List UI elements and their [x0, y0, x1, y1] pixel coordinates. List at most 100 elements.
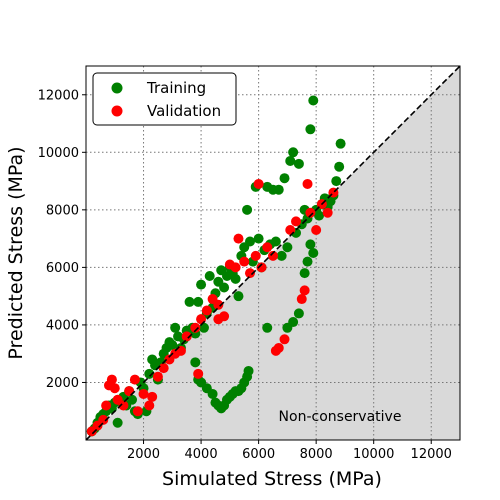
- training-point: [273, 184, 284, 195]
- training-point: [167, 340, 178, 351]
- validation-point: [299, 285, 310, 296]
- training-point: [170, 322, 181, 333]
- validation-point: [129, 374, 140, 385]
- y-tick-label: 2000: [46, 376, 79, 391]
- training-point: [270, 236, 281, 247]
- non-conservative-annotation: Non-conservative: [279, 409, 402, 425]
- x-tick-label: 8000: [300, 447, 333, 462]
- legend-box: [92, 72, 237, 126]
- y-tick-label: 12000: [38, 88, 79, 103]
- training-point: [198, 322, 209, 333]
- validation-point: [233, 233, 244, 244]
- validation-point: [256, 262, 267, 273]
- legend-label-validation: Validation: [147, 102, 221, 120]
- training-point: [288, 147, 299, 158]
- training-point: [276, 250, 287, 261]
- y-axis-label: Predicted Stress (MPa): [5, 146, 27, 359]
- validation-point: [158, 363, 169, 374]
- training-point: [219, 282, 230, 293]
- legend-label-training: Training: [146, 79, 206, 97]
- training-point: [308, 248, 319, 258]
- validation-point: [268, 250, 278, 261]
- validation-point: [147, 391, 158, 402]
- training-point: [262, 322, 273, 333]
- validation-point: [98, 414, 109, 425]
- y-tick-label: 10000: [38, 146, 79, 161]
- x-axis-label: Simulated Stress (MPa): [162, 468, 382, 490]
- validation-point: [279, 334, 290, 345]
- validation-point: [291, 216, 302, 227]
- training-point: [144, 368, 155, 379]
- validation-point: [270, 345, 281, 356]
- validation-point: [124, 386, 135, 397]
- validation-point: [118, 400, 129, 411]
- training-point: [282, 242, 293, 253]
- validation-point: [244, 268, 255, 279]
- y-tick-label: 4000: [46, 318, 79, 333]
- validation-point: [196, 314, 207, 325]
- training-point: [288, 317, 299, 328]
- validation-point: [106, 374, 117, 385]
- x-tick-label: 4000: [185, 447, 218, 462]
- training-point: [253, 233, 264, 244]
- training-point: [190, 357, 201, 368]
- validation-point: [109, 383, 120, 394]
- training-point: [293, 308, 304, 319]
- training-point: [305, 124, 316, 135]
- training-point: [193, 296, 204, 307]
- training-point: [302, 256, 313, 267]
- training-point: [331, 176, 342, 187]
- validation-point: [201, 305, 212, 316]
- training-point: [112, 417, 123, 428]
- validation-point: [262, 242, 273, 253]
- validation-point: [181, 331, 192, 342]
- validation-point: [213, 314, 224, 325]
- legend-marker-validation: [111, 105, 123, 117]
- validation-point: [250, 250, 261, 261]
- training-point: [242, 204, 253, 215]
- validation-point: [305, 207, 316, 218]
- validation-point: [253, 178, 264, 189]
- training-point: [230, 273, 241, 284]
- validation-point: [311, 224, 322, 235]
- validation-point: [230, 262, 241, 273]
- validation-point: [138, 388, 149, 399]
- validation-point: [213, 299, 224, 310]
- training-point: [279, 173, 290, 184]
- validation-point: [190, 322, 201, 333]
- validation-point: [302, 178, 313, 189]
- training-point: [233, 291, 244, 302]
- x-tick-label: 6000: [242, 447, 275, 462]
- y-tick-label: 8000: [46, 203, 79, 218]
- validation-point: [193, 368, 204, 379]
- axis-ticks: 2000 4000 6000 8000 10000 12000 2000 4000 6000 80…: [38, 88, 452, 462]
- x-tick-label: 2000: [127, 447, 160, 462]
- validation-point: [175, 345, 186, 356]
- training-point: [204, 271, 215, 282]
- training-point: [334, 161, 345, 172]
- plot-frame: [85, 65, 461, 441]
- training-point: [293, 158, 304, 169]
- training-point: [127, 394, 138, 405]
- validation-point: [144, 400, 155, 411]
- training-point: [299, 268, 310, 279]
- validation-point: [152, 371, 163, 382]
- reference-line-y-equals-x: [85, 65, 461, 441]
- legend: Training Validation: [92, 72, 237, 126]
- training-point: [335, 138, 346, 149]
- legend-marker-training: [111, 82, 123, 94]
- validation-point: [239, 256, 250, 267]
- training-point: [285, 155, 296, 166]
- training-point: [314, 210, 325, 221]
- validation-point: [132, 406, 143, 417]
- training-point: [305, 239, 316, 250]
- training-point: [184, 296, 195, 307]
- x-tick-label: 10000: [353, 447, 394, 462]
- training-point: [207, 388, 218, 399]
- validation-point: [296, 294, 307, 305]
- training-point: [308, 95, 319, 106]
- training-point: [243, 365, 254, 376]
- validation-point: [322, 207, 333, 218]
- training-point: [196, 279, 207, 290]
